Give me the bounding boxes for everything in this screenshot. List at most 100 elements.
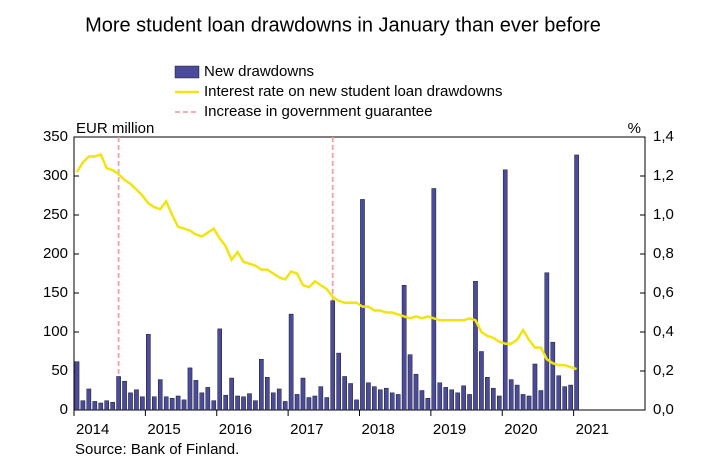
x-tick-label: 2017 [290, 421, 323, 438]
bar [496, 395, 502, 411]
bar [425, 398, 431, 411]
bar [413, 373, 419, 411]
bar [122, 380, 127, 411]
bar [324, 397, 330, 411]
bar [372, 386, 377, 411]
x-tick-label: 2014 [76, 421, 109, 438]
y2-tick-label: 1,0 [653, 206, 674, 223]
bar [378, 389, 383, 411]
y-tick-label: 50 [51, 362, 68, 379]
bar [312, 395, 318, 411]
bar [526, 395, 532, 411]
y-tick-label: 200 [43, 245, 68, 262]
bar [401, 285, 407, 411]
bar [342, 376, 347, 411]
bar [366, 382, 371, 411]
bar [354, 399, 359, 411]
y2-tick-label: 0,8 [653, 245, 674, 262]
bar [455, 392, 460, 411]
bar [348, 383, 353, 411]
bar [116, 376, 121, 411]
y-tick-label: 150 [43, 284, 68, 301]
bar [253, 400, 258, 411]
bar [514, 384, 520, 411]
x-tick-label: 2015 [147, 421, 180, 438]
legend-label: Interest rate on new student loan drawdo… [204, 83, 503, 100]
bar [229, 377, 234, 411]
y-axis-label: EUR million [76, 120, 154, 137]
y2-tick-label: 0,6 [653, 284, 674, 301]
bar [241, 396, 246, 411]
bar [205, 387, 211, 411]
bar [419, 390, 425, 411]
y2-tick-label: 1,4 [653, 128, 674, 145]
bar [562, 386, 567, 411]
bar [336, 352, 341, 411]
bar [235, 395, 240, 411]
bar [282, 401, 288, 411]
bar [407, 354, 413, 411]
bar [491, 387, 496, 411]
y-tick-label: 0 [60, 401, 68, 418]
bar [175, 395, 181, 411]
bar [270, 392, 276, 411]
bar [217, 328, 223, 411]
bar [300, 377, 306, 411]
legend-swatch [174, 65, 200, 79]
y2-tick-label: 0,4 [653, 323, 674, 340]
bar [538, 390, 544, 411]
bar [223, 394, 228, 411]
bar [508, 379, 514, 411]
y-tick-label: 350 [43, 128, 68, 145]
bar [568, 384, 573, 411]
bar [550, 341, 556, 411]
x-tick-label: 2020 [504, 421, 537, 438]
bar [187, 367, 193, 411]
bar [169, 398, 175, 411]
y-tick-label: 250 [43, 206, 68, 223]
chart-title: More student loan drawdowns in January t… [85, 14, 601, 36]
bar [306, 397, 312, 411]
plot-frame [73, 136, 646, 411]
bar [86, 388, 92, 411]
bar [544, 272, 550, 411]
bar [181, 399, 187, 411]
bar [574, 154, 579, 411]
source: Source: Bank of Finland. [75, 441, 239, 458]
bar [74, 361, 80, 411]
bar [265, 377, 270, 411]
bar [330, 300, 336, 411]
bar [276, 388, 282, 411]
x-tick-label: 2021 [576, 421, 609, 438]
bar [479, 351, 484, 411]
y2-axis-label: % [628, 120, 641, 137]
bar [98, 402, 104, 411]
line [75, 153, 577, 371]
bar [389, 392, 395, 411]
bar [146, 334, 151, 411]
bar [556, 375, 562, 411]
bar [288, 313, 294, 411]
bar [294, 394, 300, 411]
y2-tick-label: 1,2 [653, 167, 674, 184]
y-tick-label: 300 [43, 167, 68, 184]
y2-tick-label: 0,2 [653, 362, 674, 379]
bar [467, 394, 472, 411]
bar [80, 400, 86, 411]
x-tick-label: 2016 [219, 421, 252, 438]
bar [140, 396, 145, 411]
bar [383, 387, 389, 411]
bar [395, 394, 401, 411]
x-tick-label: 2019 [433, 421, 466, 438]
bar [473, 281, 478, 411]
legend-label: Increase in government guarantee [204, 103, 432, 120]
bar [247, 393, 252, 411]
bar [163, 396, 169, 411]
bar [520, 394, 526, 411]
bar [110, 402, 115, 411]
bar [449, 389, 454, 411]
bar [502, 169, 508, 411]
bar [211, 400, 217, 411]
bar [92, 401, 98, 411]
x-tick-label: 2018 [362, 421, 395, 438]
